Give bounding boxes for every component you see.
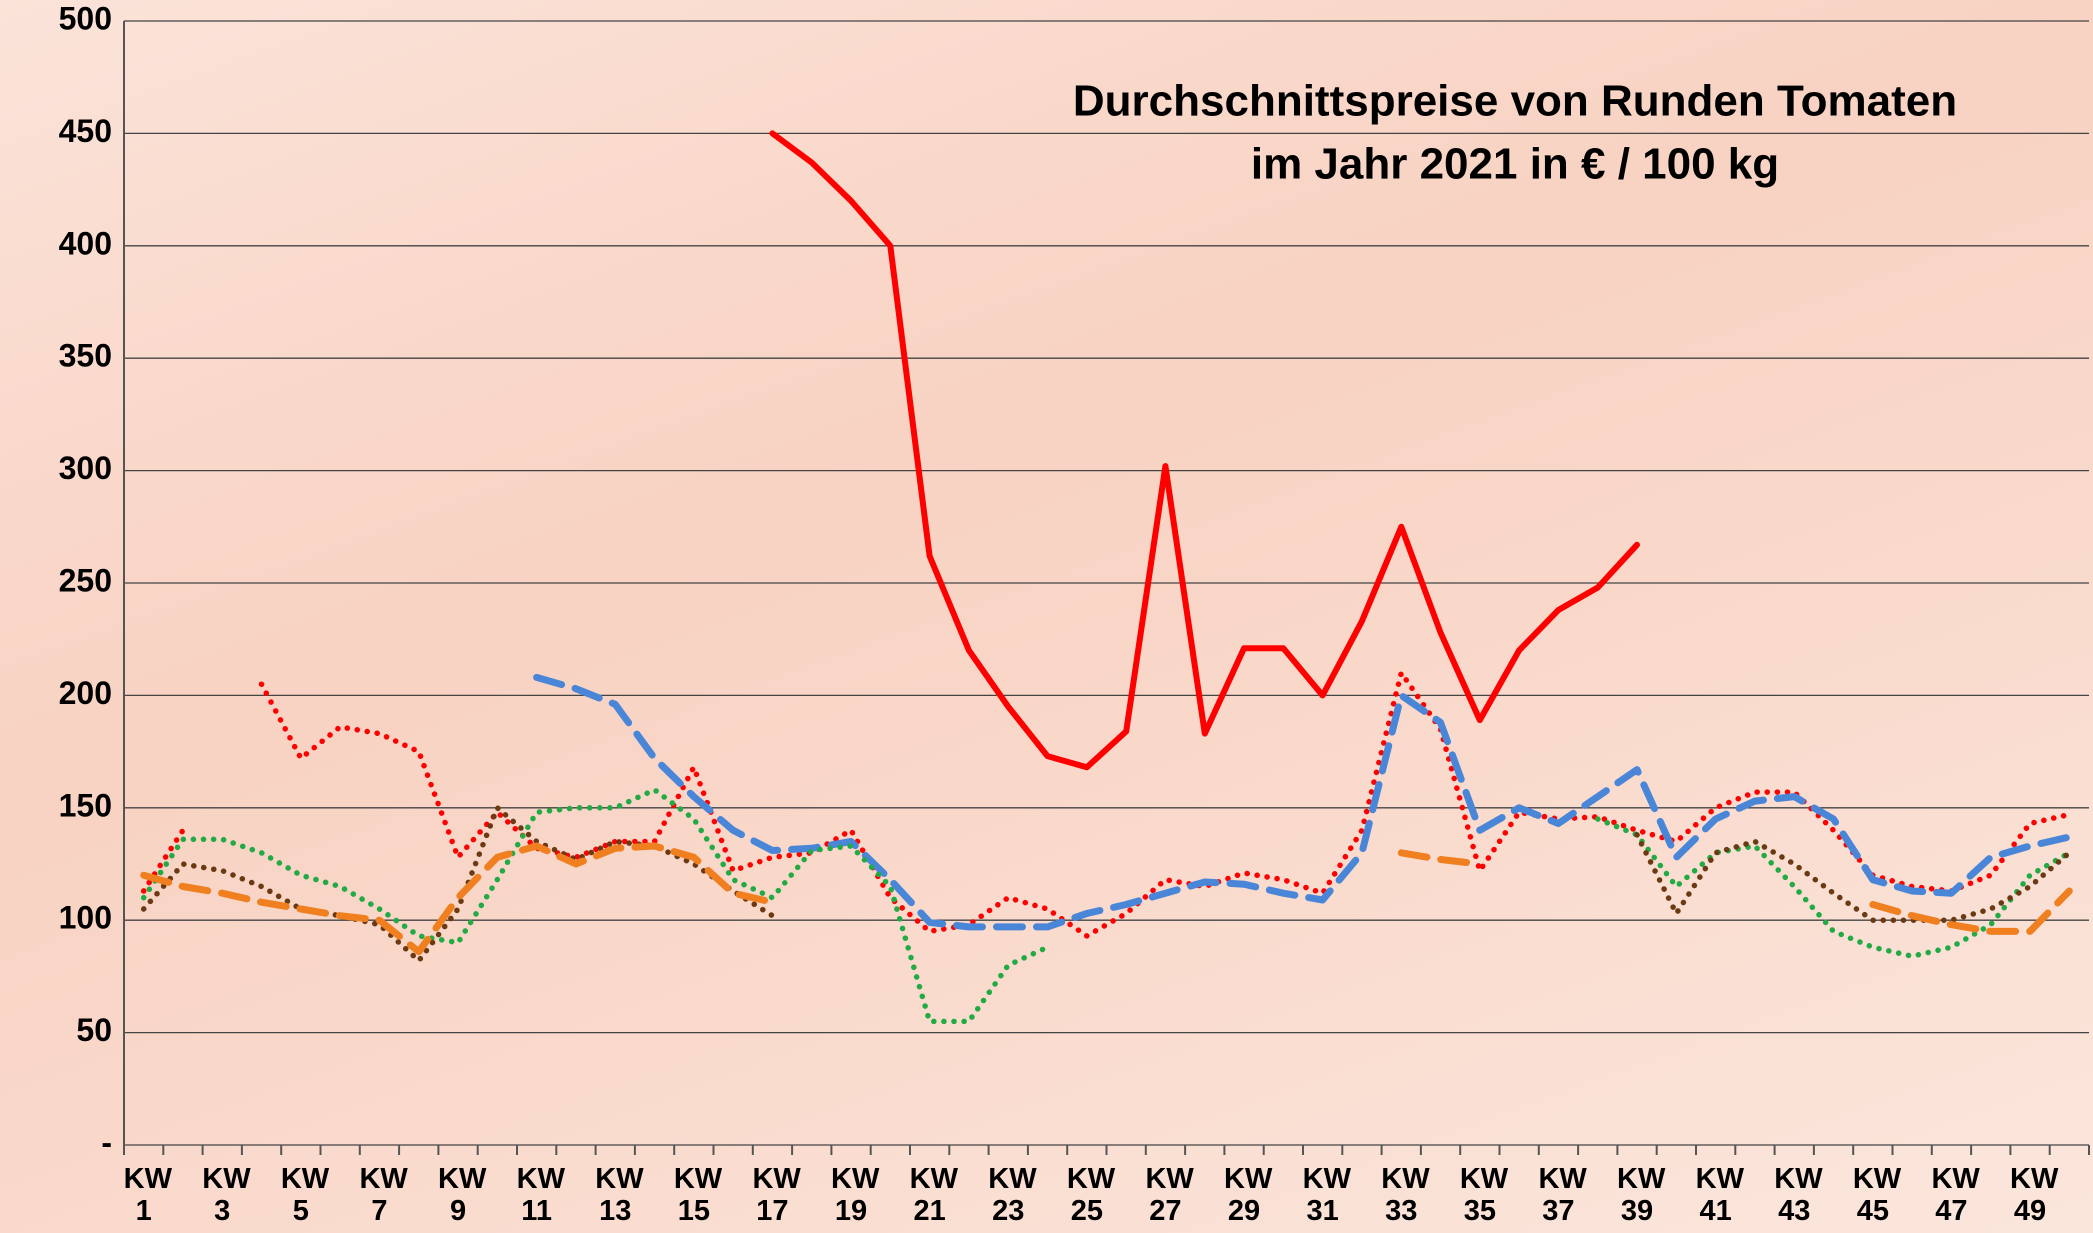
x-tick-label: KW 31 bbox=[1303, 1163, 1343, 1227]
x-tick-label: KW 47 bbox=[1931, 1163, 1971, 1227]
y-tick-label: 100 bbox=[59, 900, 112, 936]
y-tick-label: 350 bbox=[59, 338, 112, 374]
x-tick-label: KW 27 bbox=[1145, 1163, 1185, 1227]
x-tick-label: KW 9 bbox=[438, 1163, 478, 1227]
y-tick-label: 50 bbox=[76, 1012, 112, 1048]
x-tick-label: KW 17 bbox=[752, 1163, 792, 1227]
series-line bbox=[537, 677, 2070, 927]
series-line bbox=[772, 133, 1637, 767]
x-tick-label: KW 7 bbox=[359, 1163, 399, 1227]
x-tick-label: KW 13 bbox=[595, 1163, 635, 1227]
y-tick-label: 200 bbox=[59, 675, 112, 711]
x-tick-label: KW 15 bbox=[674, 1163, 714, 1227]
series-line bbox=[144, 790, 2070, 1022]
plot: Durchschnittspreise von Runden Tomaten i… bbox=[0, 0, 2093, 1233]
x-tick-label: KW 29 bbox=[1224, 1163, 1264, 1227]
y-tick-label: 400 bbox=[59, 225, 112, 261]
x-tick-label: KW 37 bbox=[1538, 1163, 1578, 1227]
x-tick-label: KW 33 bbox=[1381, 1163, 1421, 1227]
x-tick-label: KW 43 bbox=[1774, 1163, 1814, 1227]
x-tick-label: KW 25 bbox=[1067, 1163, 1107, 1227]
x-tick-label: KW 45 bbox=[1853, 1163, 1893, 1227]
x-tick-label: KW 19 bbox=[831, 1163, 871, 1227]
x-tick-label: KW 1 bbox=[124, 1163, 164, 1227]
y-tick-label: 300 bbox=[59, 450, 112, 486]
x-tick-label: KW 49 bbox=[2010, 1163, 2050, 1227]
x-tick-label: KW 5 bbox=[281, 1163, 321, 1227]
x-tick-label: KW 23 bbox=[988, 1163, 1028, 1227]
chart: Durchschnittspreise von Runden Tomaten i… bbox=[0, 0, 2093, 1233]
x-tick-label: KW 41 bbox=[1696, 1163, 1736, 1227]
x-tick-label: KW 11 bbox=[517, 1163, 557, 1227]
y-tick-label: - bbox=[101, 1124, 112, 1160]
x-tick-label: KW 3 bbox=[202, 1163, 242, 1227]
x-tick-label: KW 35 bbox=[1460, 1163, 1500, 1227]
chart-title: im Jahr 2021 in € / 100 kg bbox=[1251, 140, 1779, 189]
y-tick-label: 450 bbox=[59, 113, 112, 149]
x-tick-label: KW 21 bbox=[910, 1163, 950, 1227]
y-tick-label: 250 bbox=[59, 562, 112, 598]
y-tick-label: 500 bbox=[59, 0, 112, 36]
series-line bbox=[144, 673, 2070, 936]
x-tick-label: KW 39 bbox=[1617, 1163, 1657, 1227]
chart-title: Durchschnittspreise von Runden Tomaten bbox=[1073, 77, 1957, 126]
y-tick-label: 150 bbox=[59, 787, 112, 823]
